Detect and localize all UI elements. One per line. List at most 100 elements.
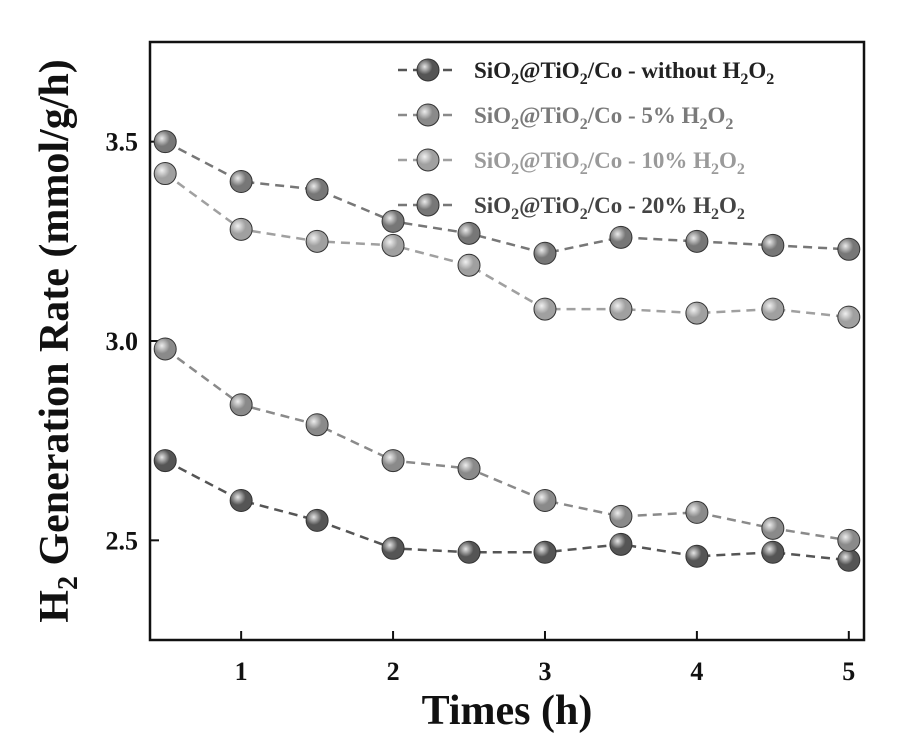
legend-marker-highlight [417, 59, 439, 81]
data-point-highlight [230, 394, 252, 416]
data-point-highlight [154, 131, 176, 153]
data-point-highlight [154, 338, 176, 360]
legend-label-part: O [719, 193, 737, 218]
data-point-highlight [686, 302, 708, 324]
legend-label-part: /Co - 5% H [587, 103, 700, 128]
x-tick-label: 2 [387, 657, 400, 686]
x-axis-title: Times (h) [422, 688, 593, 734]
legend-label-part: /Co - 20% H [587, 193, 711, 218]
data-point-highlight [610, 505, 632, 527]
data-point-highlight [686, 545, 708, 567]
legend-label-sub: 2 [511, 161, 519, 178]
data-point-highlight [154, 450, 176, 472]
legend-label-sub: 2 [711, 206, 719, 223]
series-3 [154, 163, 860, 329]
legend-label-sub: 2 [740, 71, 748, 88]
x-tick-label: 3 [538, 657, 551, 686]
legend-label-part: /Co - 10% H [587, 148, 711, 173]
legend-label-part: @TiO [519, 58, 580, 84]
data-point-highlight [382, 537, 404, 559]
legend: SiO2@TiO2/Co - without H2O2SiO2@TiO2/Co … [398, 58, 774, 223]
y-tick-label: 2.5 [106, 526, 139, 555]
data-point-highlight [458, 541, 480, 563]
legend-label-part: @TiO [519, 103, 580, 129]
legend-label-sub: 2 [725, 116, 733, 133]
data-point-highlight [458, 254, 480, 276]
legend-label-sub: 2 [511, 116, 519, 133]
legend-label: SiO2@TiO2/Co - 5% H2O2 [474, 103, 733, 133]
legend-label-part: SiO [474, 148, 511, 173]
data-point-highlight [762, 541, 784, 563]
data-point-highlight [382, 210, 404, 232]
data-point-highlight [534, 489, 556, 511]
legend-label: SiO2@TiO2/Co - 20% H2O2 [474, 193, 745, 223]
legend-item: SiO2@TiO2/Co - 10% H2O2 [398, 148, 745, 178]
data-point-highlight [610, 298, 632, 320]
data-point-highlight [458, 222, 480, 244]
legend-label-sub: 2 [737, 206, 745, 223]
legend-label-sub: 2 [737, 161, 745, 178]
legend-item: SiO2@TiO2/Co - 20% H2O2 [398, 193, 745, 223]
series-2 [154, 338, 860, 551]
y-tick-label: 3.5 [106, 128, 139, 157]
data-point-highlight [762, 234, 784, 256]
data-point-highlight [610, 533, 632, 555]
legend-label-part: O [748, 58, 766, 83]
data-point-highlight [534, 242, 556, 264]
legend-label-part: O [708, 103, 726, 128]
y-tick-label: 3.0 [106, 327, 139, 356]
legend-label-part: O [719, 148, 737, 173]
plot-frame [150, 42, 864, 640]
series-line [165, 349, 849, 540]
legend-marker-highlight [417, 149, 439, 171]
x-tick-label: 4 [690, 657, 703, 686]
data-point-highlight [838, 306, 860, 328]
x-tick-label: 1 [235, 657, 248, 686]
data-point-highlight [838, 238, 860, 260]
data-point-highlight [230, 218, 252, 240]
data-point-highlight [230, 489, 252, 511]
data-point-highlight [534, 298, 556, 320]
data-point-highlight [686, 501, 708, 523]
y-axis-title: H2 Generation Rate (mmol/g/h) [32, 59, 84, 622]
legend-label-sub: 2 [580, 71, 588, 88]
data-point-highlight [306, 509, 328, 531]
data-point-highlight [762, 298, 784, 320]
legend-label-part: @TiO [519, 193, 580, 219]
legend-marker-highlight [417, 194, 439, 216]
data-point-highlight [382, 234, 404, 256]
legend-label: SiO2@TiO2/Co - without H2O2 [474, 58, 774, 88]
data-point-highlight [838, 529, 860, 551]
y-axis-title-rest: Generation Rate (mmol/g/h) [32, 59, 78, 576]
legend-label-sub: 2 [580, 206, 588, 223]
y-axis-title-main: H [32, 590, 78, 623]
legend-label-part: SiO [474, 103, 511, 128]
series-line [165, 461, 849, 561]
data-point-highlight [838, 549, 860, 571]
legend-item: SiO2@TiO2/Co - without H2O2 [398, 58, 774, 88]
legend-label-sub: 2 [766, 71, 774, 88]
series-1 [154, 450, 860, 572]
data-point-highlight [306, 179, 328, 201]
legend-label-sub: 2 [580, 161, 588, 178]
x-tick-label: 5 [842, 657, 855, 686]
data-point-highlight [306, 414, 328, 436]
legend-marker-highlight [417, 104, 439, 126]
data-point-highlight [306, 230, 328, 252]
legend-label-sub: 2 [511, 71, 519, 88]
legend-label-part: SiO [474, 58, 511, 83]
data-point-highlight [762, 517, 784, 539]
data-point-highlight [382, 450, 404, 472]
legend-label-part: SiO [474, 193, 511, 218]
data-point-highlight [686, 230, 708, 252]
legend-label-sub: 2 [711, 161, 719, 178]
data-point-highlight [458, 458, 480, 480]
legend-label-sub: 2 [511, 206, 519, 223]
legend-label: SiO2@TiO2/Co - 10% H2O2 [474, 148, 745, 178]
data-point-highlight [230, 171, 252, 193]
legend-label-sub: 2 [700, 116, 708, 133]
data-point-highlight [610, 226, 632, 248]
legend-label-part: /Co - without H [587, 58, 741, 83]
data-point-highlight [154, 163, 176, 185]
